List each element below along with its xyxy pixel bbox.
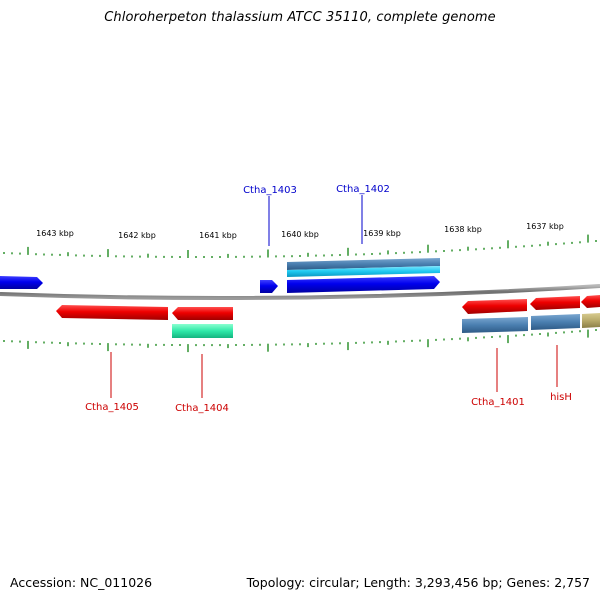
scale-label: 1641 kbp [199,231,237,240]
forward-gene-arrow[interactable] [0,276,43,289]
inner-tick-track [3,329,597,353]
forward-gene-arrow[interactable] [287,276,440,293]
annotation-bar-steel[interactable] [531,314,580,330]
gene-label-ctha-1405[interactable]: Ctha_1405 [85,402,139,413]
gene-label-ctha-1402[interactable]: Ctha_1402 [336,184,390,195]
annotation-bar-steel[interactable] [462,317,528,333]
page-title: Chloroherpeton thalassium ATCC 35110, co… [104,10,496,25]
annotation-bar-teal[interactable] [172,324,233,338]
forward-gene-arrow[interactable] [260,280,278,293]
scale-label: 1638 kbp [444,225,482,234]
genome-backbone [0,284,600,301]
reverse-gene-arrow[interactable] [172,307,233,320]
scale-label: 1642 kbp [118,231,156,240]
scale-label: 1643 kbp [36,229,74,238]
accession-text: Accession: NC_011026 [10,575,153,590]
gene-label-hish[interactable]: hisH [550,392,572,403]
scale-label: 1637 kbp [526,222,564,231]
scale-label: 1640 kbp [281,230,319,239]
reverse-gene-arrow[interactable] [56,305,168,320]
gene-label-ctha-1403[interactable]: Ctha_1403 [243,185,297,196]
annotation-bar-olive[interactable] [582,313,600,328]
gene-label-ctha-1401[interactable]: Ctha_1401 [471,397,525,408]
outer-tick-track [3,234,597,258]
scale-label: 1639 kbp [363,229,401,238]
gene-label-ctha-1404[interactable]: Ctha_1404 [175,403,229,414]
topology-text: Topology: circular; Length: 3,293,456 bp… [246,575,590,590]
reverse-gene-arrow[interactable] [462,299,527,314]
reverse-gene-arrow[interactable] [530,296,580,310]
reverse-gene-arrow[interactable] [581,295,600,308]
annotation-bar-sky[interactable] [287,266,440,277]
